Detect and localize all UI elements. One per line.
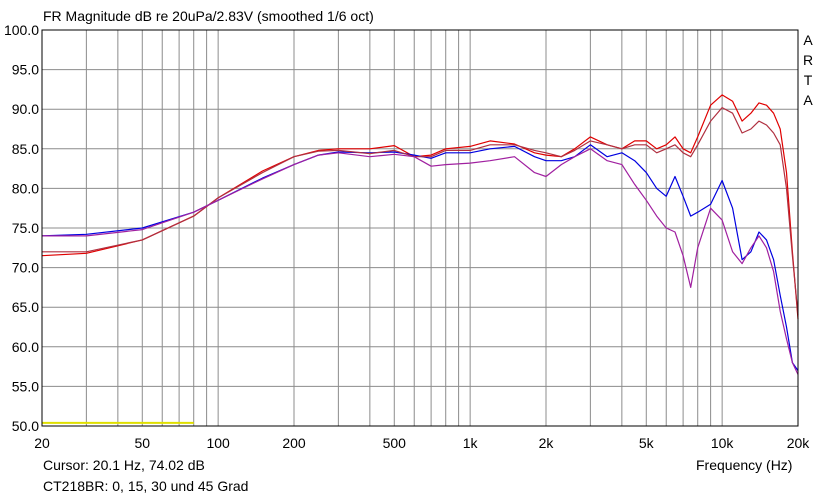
- series-lines: [41, 94, 799, 375]
- brand-letter: T: [803, 72, 813, 88]
- x-tick-label: 10k: [711, 435, 735, 451]
- measurement-caption: CT218BR: 0, 15, 30 und 45 Grad: [43, 478, 249, 494]
- x-tick-label: 20: [34, 435, 50, 451]
- y-tick-label: 65.0: [12, 299, 39, 315]
- y-tick-label: 85.0: [12, 141, 39, 157]
- x-tick-label: 1k: [463, 435, 479, 451]
- cursor-readout: Cursor: 20.1 Hz, 74.02 dB: [43, 457, 205, 473]
- x-tick-label: 50: [134, 435, 150, 451]
- y-tick-label: 90.0: [12, 101, 39, 117]
- series-line-1: [41, 94, 799, 320]
- x-tick-label: 2k: [539, 435, 555, 451]
- y-tick-label: 55.0: [12, 378, 39, 394]
- y-tick-label: 80.0: [12, 180, 39, 196]
- x-tick-label: 100: [206, 435, 230, 451]
- x-tick-labels: 20 50 100 200 500 1k 2k 5k 10k 20k: [34, 435, 810, 451]
- y-tick-label: 95.0: [12, 62, 39, 78]
- arta-brand: A R T A: [801, 30, 815, 110]
- y-tick-label: 50.0: [12, 418, 39, 434]
- x-axis-label: Frequency (Hz): [696, 457, 793, 473]
- y-tick-label: 60.0: [12, 339, 39, 355]
- series-line-4: [42, 148, 799, 375]
- series-line-2: [41, 144, 799, 371]
- y-tick-label: 100.0: [4, 22, 39, 38]
- grid-lines: [41, 29, 799, 427]
- y-tick-label: 75.0: [12, 220, 39, 236]
- y-tick-labels: 100.0 95.0 90.0 85.0 80.0 75.0 70.0 65.0 60.0 55.…: [4, 22, 39, 434]
- brand-letter: A: [803, 32, 813, 48]
- plot-frame: [41, 29, 799, 427]
- y-tick-label: 70.0: [12, 260, 39, 276]
- brand-letter: R: [802, 52, 814, 68]
- x-tick-label: 500: [383, 435, 407, 451]
- series-line-3: [42, 107, 799, 316]
- brand-letter: A: [803, 92, 813, 108]
- x-tick-label: 5k: [639, 435, 655, 451]
- x-tick-label: 20k: [787, 435, 811, 451]
- chart-title: FR Magnitude dB re 20uPa/2.83V (smoothed…: [43, 8, 374, 24]
- x-tick-label: 200: [282, 435, 306, 451]
